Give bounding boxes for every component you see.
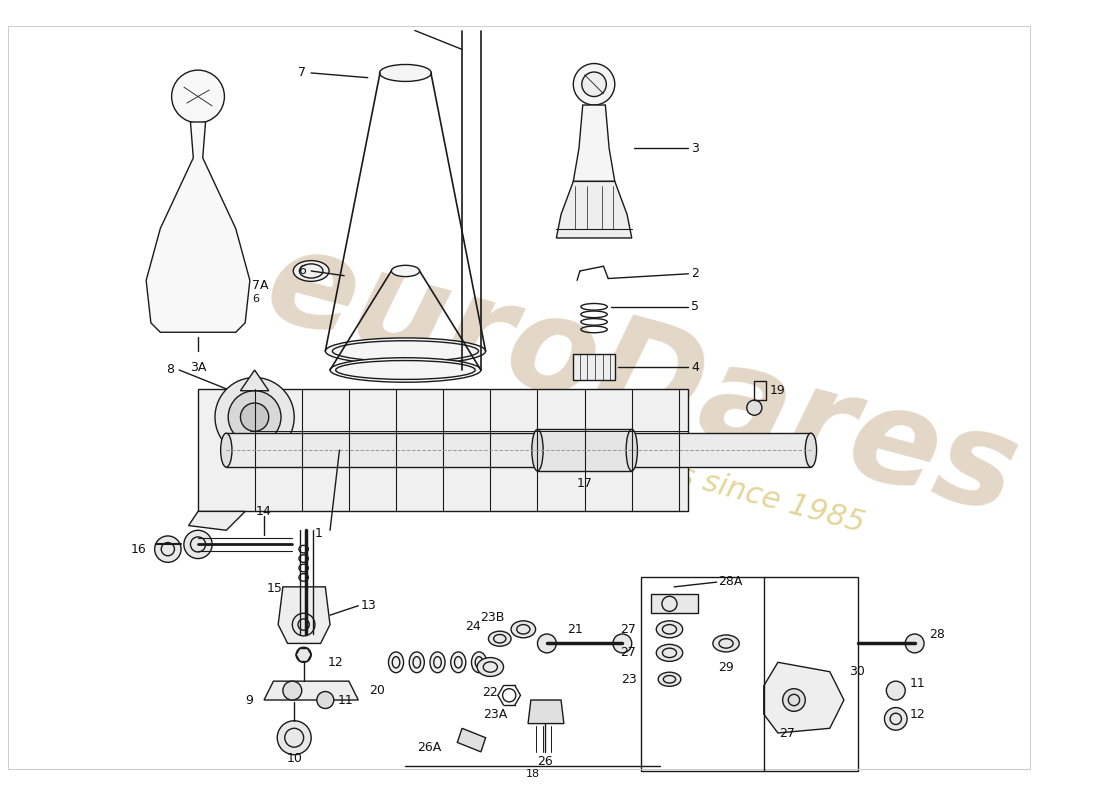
Ellipse shape (657, 621, 683, 638)
Ellipse shape (392, 266, 419, 277)
Ellipse shape (388, 652, 404, 673)
Circle shape (747, 400, 762, 415)
Ellipse shape (488, 631, 512, 646)
Circle shape (172, 70, 224, 123)
Text: 10: 10 (286, 752, 302, 765)
Ellipse shape (472, 652, 486, 673)
Text: 27: 27 (620, 646, 637, 659)
Circle shape (905, 634, 924, 653)
Text: euroDares: euroDares (252, 218, 1030, 541)
Text: a passion for parts since 1985: a passion for parts since 1985 (415, 390, 868, 538)
Circle shape (214, 378, 294, 457)
Ellipse shape (330, 358, 481, 382)
Text: 11: 11 (338, 694, 353, 706)
Ellipse shape (221, 433, 232, 467)
Polygon shape (650, 594, 697, 614)
Text: 6: 6 (298, 265, 307, 278)
Polygon shape (763, 662, 844, 733)
Text: 7: 7 (298, 66, 307, 79)
Circle shape (782, 689, 805, 711)
Ellipse shape (294, 261, 329, 282)
Text: 12: 12 (910, 708, 926, 721)
Text: 3A: 3A (190, 361, 206, 374)
Circle shape (317, 691, 333, 709)
Text: 7A: 7A (252, 278, 268, 292)
Polygon shape (573, 354, 615, 380)
Text: 27: 27 (620, 622, 637, 636)
Polygon shape (538, 430, 631, 471)
Text: 23A: 23A (483, 708, 507, 721)
Circle shape (293, 614, 315, 636)
Ellipse shape (626, 430, 637, 471)
Circle shape (184, 530, 212, 558)
Polygon shape (278, 587, 330, 643)
Circle shape (277, 721, 311, 754)
Circle shape (582, 72, 606, 97)
Ellipse shape (531, 430, 543, 471)
Circle shape (613, 634, 631, 653)
Polygon shape (188, 511, 245, 530)
Text: 20: 20 (370, 684, 385, 697)
Text: 4: 4 (691, 361, 698, 374)
Text: 21: 21 (568, 622, 583, 636)
Text: 26: 26 (537, 755, 553, 768)
Circle shape (228, 390, 280, 443)
Text: 3: 3 (691, 142, 698, 155)
Ellipse shape (779, 701, 805, 718)
Text: 28A: 28A (718, 574, 743, 588)
Ellipse shape (326, 338, 485, 364)
Ellipse shape (430, 652, 446, 673)
Text: 15: 15 (267, 582, 283, 595)
Ellipse shape (658, 672, 681, 686)
Text: 27: 27 (780, 726, 795, 739)
Ellipse shape (657, 644, 683, 662)
Polygon shape (528, 700, 564, 723)
Text: 24: 24 (465, 620, 481, 633)
Text: 19: 19 (769, 384, 785, 398)
Text: 18: 18 (526, 769, 540, 778)
Circle shape (887, 681, 905, 700)
Text: 12: 12 (328, 656, 344, 669)
Circle shape (573, 63, 615, 105)
Circle shape (884, 707, 908, 730)
Circle shape (538, 634, 557, 653)
Text: 6: 6 (252, 294, 260, 304)
Ellipse shape (713, 635, 739, 652)
Polygon shape (264, 681, 359, 700)
Ellipse shape (512, 621, 536, 638)
Text: 14: 14 (256, 505, 272, 518)
Text: 5: 5 (691, 300, 700, 314)
Ellipse shape (805, 433, 816, 467)
Text: 11: 11 (910, 677, 926, 690)
Text: 30: 30 (848, 666, 865, 678)
Text: 13: 13 (360, 599, 376, 612)
Polygon shape (198, 389, 689, 511)
Polygon shape (458, 728, 485, 752)
Text: 16: 16 (131, 542, 146, 556)
Text: 28: 28 (928, 627, 945, 641)
Circle shape (296, 647, 311, 662)
Polygon shape (573, 105, 615, 182)
Text: 8: 8 (166, 363, 175, 377)
Polygon shape (227, 433, 811, 467)
Ellipse shape (379, 65, 431, 82)
Text: 17: 17 (576, 477, 593, 490)
Ellipse shape (409, 652, 425, 673)
Text: 9: 9 (245, 694, 253, 706)
Text: 29: 29 (718, 661, 734, 674)
Polygon shape (146, 122, 250, 332)
Text: 2: 2 (691, 267, 698, 280)
Ellipse shape (477, 658, 504, 677)
Circle shape (241, 403, 268, 431)
Text: 22: 22 (483, 686, 498, 699)
Text: 23B: 23B (480, 610, 505, 623)
Text: 1: 1 (315, 526, 322, 540)
Text: 23: 23 (620, 673, 637, 686)
Polygon shape (557, 182, 631, 238)
Circle shape (283, 681, 301, 700)
Text: 26A: 26A (417, 741, 441, 754)
Polygon shape (241, 370, 268, 390)
Circle shape (155, 536, 182, 562)
Ellipse shape (451, 652, 465, 673)
